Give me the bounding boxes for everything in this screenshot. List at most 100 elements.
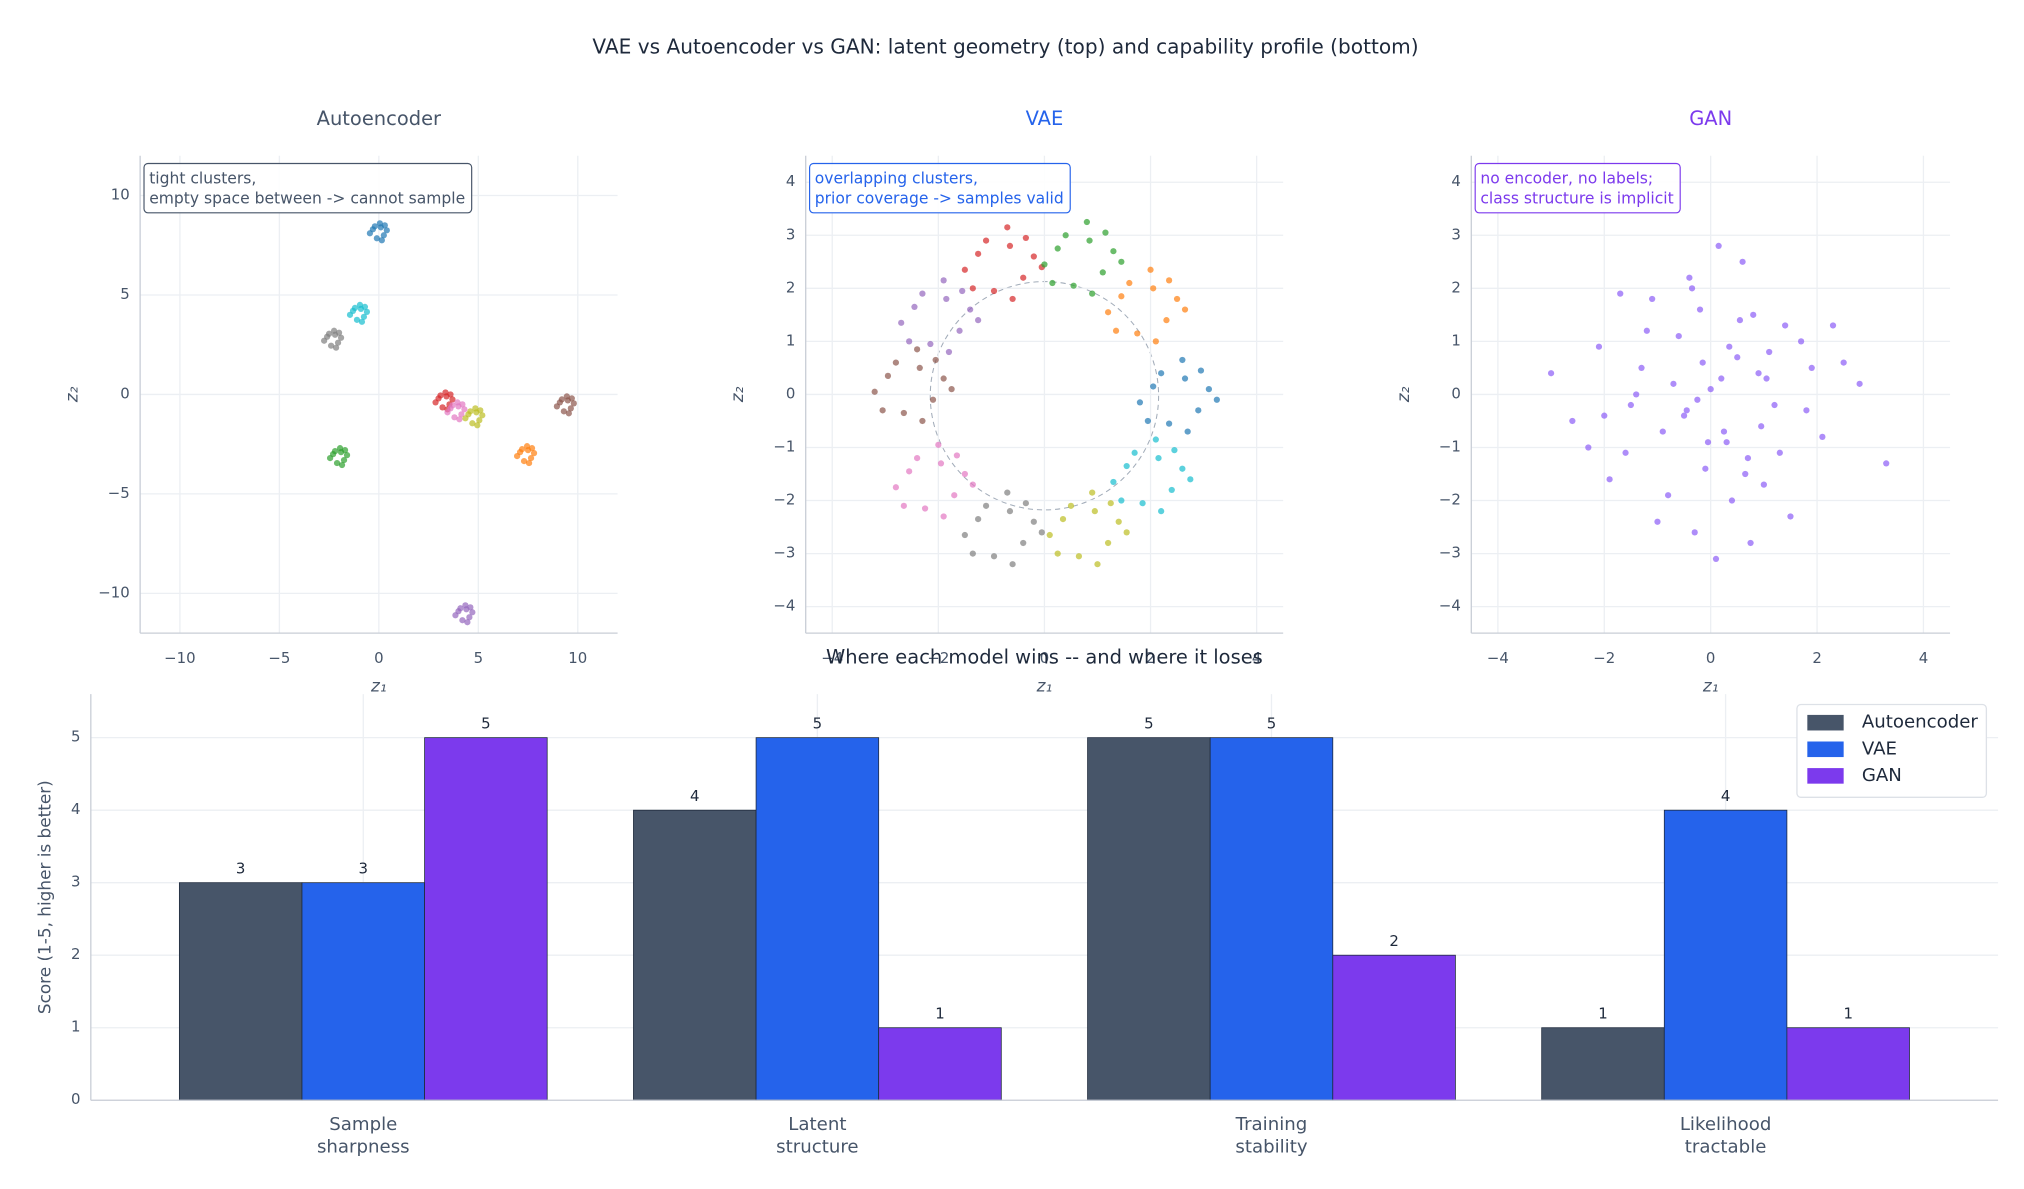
y-tick-label: 10 <box>111 185 130 203</box>
point <box>1595 343 1603 350</box>
point <box>1699 359 1706 366</box>
point <box>990 287 998 295</box>
value-label: 5 <box>1267 715 1276 733</box>
y-tick-label: −10 <box>98 583 129 601</box>
point <box>919 417 926 425</box>
point <box>900 502 907 509</box>
x-tick-label: 0 <box>1706 649 1715 667</box>
bar <box>1332 954 1456 1101</box>
point <box>1181 306 1189 313</box>
value-label: 1 <box>935 1005 944 1023</box>
point <box>326 330 333 337</box>
point <box>1054 245 1061 252</box>
value-label: 5 <box>1144 715 1153 733</box>
point <box>1004 224 1011 231</box>
point <box>982 502 990 509</box>
point <box>383 227 390 234</box>
y-tick-label: −1 <box>773 437 795 455</box>
point <box>1115 518 1122 525</box>
x-tick-label: −4 <box>1487 649 1509 667</box>
point <box>1118 258 1125 265</box>
point <box>1782 322 1789 329</box>
point <box>1062 232 1069 239</box>
legend-swatch <box>1807 714 1844 731</box>
y-tick-label: 4 <box>71 800 80 818</box>
annotation-text: no encoder, no labels; <box>1480 170 1653 188</box>
point <box>1755 370 1762 377</box>
point <box>1803 407 1810 414</box>
point <box>1680 412 1688 419</box>
point <box>525 459 533 467</box>
y-tick-label: −1 <box>1439 437 1461 455</box>
point <box>447 391 454 398</box>
point <box>914 346 921 353</box>
point <box>1585 444 1592 451</box>
point <box>927 340 934 348</box>
bar <box>301 882 425 1101</box>
point <box>1123 462 1130 470</box>
point <box>1707 386 1714 393</box>
value-label: 4 <box>1721 787 1730 805</box>
point <box>1213 396 1220 403</box>
point <box>961 470 968 478</box>
point <box>1702 465 1709 472</box>
value-label: 3 <box>359 860 368 878</box>
y-tick-label: 0 <box>786 384 795 402</box>
y-tick-label: −2 <box>1439 491 1461 509</box>
point <box>479 412 486 419</box>
y-tick-label: 4 <box>786 172 795 190</box>
y-tick-label: 2 <box>1451 278 1460 296</box>
y-tick-label: 0 <box>71 1090 80 1108</box>
point <box>1094 561 1101 568</box>
point <box>331 448 339 455</box>
point <box>358 318 366 325</box>
point <box>961 531 968 539</box>
y-tick-label: −4 <box>773 597 795 615</box>
y-axis-label: z₂ <box>62 386 82 403</box>
point <box>459 617 466 624</box>
legend-label: VAE <box>1862 738 1897 759</box>
point <box>1686 274 1693 281</box>
point <box>337 334 345 341</box>
point <box>1168 486 1175 494</box>
point <box>1102 229 1109 236</box>
point <box>458 411 465 418</box>
point <box>919 290 926 297</box>
point <box>381 222 388 229</box>
point <box>1046 531 1053 539</box>
y-tick-label: 0 <box>120 384 129 402</box>
point <box>1089 489 1096 496</box>
y-tick-label: −3 <box>1439 544 1461 562</box>
point <box>340 456 348 464</box>
point <box>1006 508 1014 515</box>
legend-label: Autoencoder <box>1862 712 1979 733</box>
point <box>1720 428 1728 435</box>
point <box>975 515 982 523</box>
point <box>474 422 481 429</box>
point <box>380 232 387 239</box>
point <box>1883 460 1890 467</box>
point <box>1152 338 1159 345</box>
point <box>1091 508 1098 515</box>
point <box>346 311 354 318</box>
point <box>560 408 567 415</box>
point <box>523 443 531 450</box>
point <box>945 348 953 356</box>
point <box>476 417 483 424</box>
point <box>1006 242 1014 250</box>
point <box>916 364 923 372</box>
point <box>943 295 950 303</box>
point <box>1158 370 1165 377</box>
bar <box>424 737 548 1101</box>
point <box>464 619 471 626</box>
point <box>1181 375 1189 382</box>
point <box>1715 242 1722 250</box>
point <box>1712 555 1720 563</box>
x-tick-label: 0 <box>374 649 383 667</box>
x-tick-label: Training stability <box>1235 1114 1308 1158</box>
point <box>914 454 921 462</box>
point <box>442 389 449 396</box>
point <box>1617 290 1624 297</box>
point <box>1131 449 1138 456</box>
point <box>1606 476 1613 483</box>
